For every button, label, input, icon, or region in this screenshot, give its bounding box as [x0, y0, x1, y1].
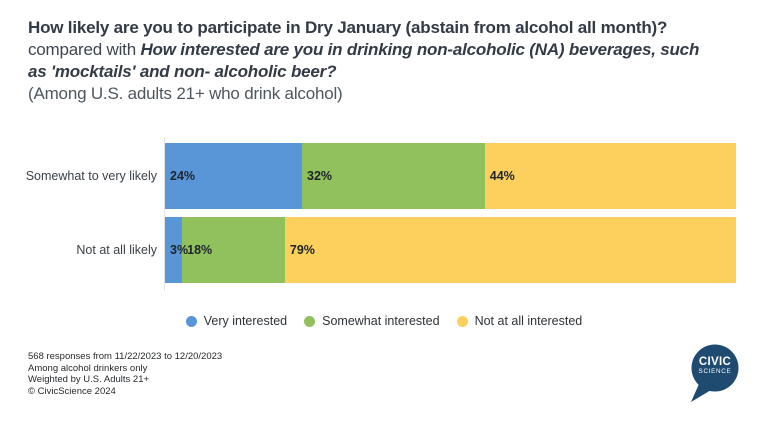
footnote-line: © CivicScience 2024	[28, 385, 116, 397]
category-label-somewhat-to-very-likely: Somewhat to very likely	[25, 169, 157, 183]
bar-row-somewhat-to-very-likely: 24% 32% 44%	[165, 143, 736, 209]
legend-label: Somewhat interested	[322, 314, 440, 328]
bar-segment-not-at-all-interested[interactable]: 79%	[284, 217, 736, 283]
legend-swatch-icon	[456, 315, 468, 327]
chart-title: How likely are you to participate in Dry…	[28, 17, 722, 105]
bar-segment-very-interested[interactable]: 3%	[165, 217, 188, 283]
legend-item-somewhat-interested[interactable]: Somewhat interested	[304, 314, 440, 328]
legend-item-very-interested[interactable]: Very interested	[185, 314, 288, 328]
speech-bubble-icon	[691, 344, 739, 402]
title-connector: compared with	[28, 40, 141, 59]
value-label: 3%	[170, 243, 189, 257]
civicscience-logo: CIVIC SCIENCE	[688, 343, 742, 405]
bar-segment-somewhat-interested[interactable]: 18%	[182, 217, 285, 283]
title-question-1: How likely are you to participate in Dry…	[28, 18, 668, 37]
legend-item-not-at-all-interested[interactable]: Not at all interested	[456, 314, 583, 328]
value-label: 18%	[187, 243, 213, 257]
value-label: 24%	[170, 169, 196, 183]
legend-label: Not at all interested	[474, 314, 583, 328]
category-label-not-at-all-likely: Not at all likely	[76, 243, 157, 257]
legend-swatch-icon	[304, 315, 316, 327]
footnote-line: 568 responses from 11/22/2023 to 12/20/2…	[28, 351, 223, 362]
bar-segment-somewhat-interested[interactable]: 32%	[302, 143, 485, 209]
y-axis-line	[164, 137, 165, 291]
title-question-2: How interested are you in drinking non-a…	[28, 40, 700, 81]
value-label: 44%	[489, 169, 515, 183]
footnote-line: Among alcohol drinkers only	[28, 362, 148, 374]
footnote-line: Weighted by U.S. Adults 21+	[28, 374, 150, 385]
bar-row-not-at-all-likely: 3% 18% 79%	[165, 217, 736, 283]
bar-segment-very-interested[interactable]: 24%	[165, 143, 303, 209]
value-label: 32%	[307, 169, 333, 183]
footnote: 568 responses from 11/22/2023 to 12/20/2…	[28, 351, 222, 397]
bar-segment-not-at-all-interested[interactable]: 44%	[484, 143, 736, 209]
chart-legend: Very interested Somewhat interested Not at…	[0, 314, 768, 328]
value-label: 79%	[289, 243, 315, 257]
legend-label: Very interested	[203, 314, 288, 328]
legend-swatch-icon	[185, 315, 197, 327]
chart-subtitle: (Among U.S. adults 21+ who drink alcohol…	[28, 84, 343, 103]
